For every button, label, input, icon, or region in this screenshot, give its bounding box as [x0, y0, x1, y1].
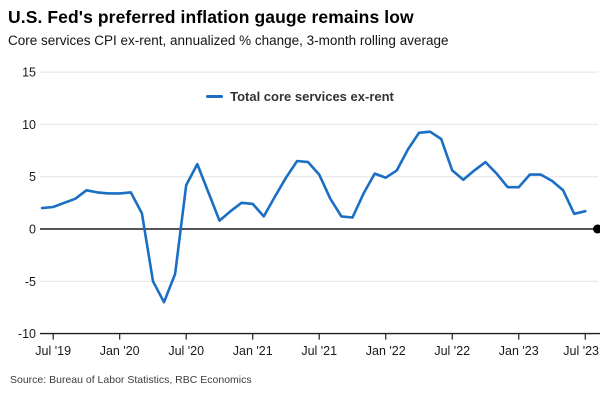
y-tick-label: 5	[29, 170, 36, 184]
y-tick-label: 10	[22, 118, 36, 132]
legend-line-swatch	[206, 95, 224, 98]
x-tick-label: Jan '22	[366, 344, 406, 358]
page-title: U.S. Fed's preferred inflation gauge rem…	[8, 7, 414, 27]
x-tick-label: Jan '21	[233, 344, 273, 358]
x-tick-label: Jul '23	[563, 344, 599, 358]
x-tick-label: Jan '20	[100, 344, 140, 358]
x-tick-label: Jul '20	[168, 344, 204, 358]
legend-label: Total core services ex-rent	[230, 89, 394, 104]
series-line	[40, 130, 587, 304]
y-tick-label: -5	[25, 275, 36, 289]
y-tick-label: -10	[18, 327, 36, 341]
y-tick-label: 15	[22, 66, 36, 80]
x-tick-label: Jul '22	[434, 344, 470, 358]
zero-line-end-dot	[593, 224, 600, 234]
y-tick-label: 0	[29, 223, 36, 237]
source-note: Source: Bureau of Labor Statistics, RBC …	[10, 374, 252, 386]
x-tick-label: Jul '19	[35, 344, 71, 358]
x-tick-label: Jan '23	[499, 344, 539, 358]
legend: Total core services ex-rent	[0, 89, 600, 104]
x-tick-label: Jul '21	[301, 344, 337, 358]
chart-subtitle: Core services CPI ex-rent, annualized % …	[8, 33, 449, 48]
